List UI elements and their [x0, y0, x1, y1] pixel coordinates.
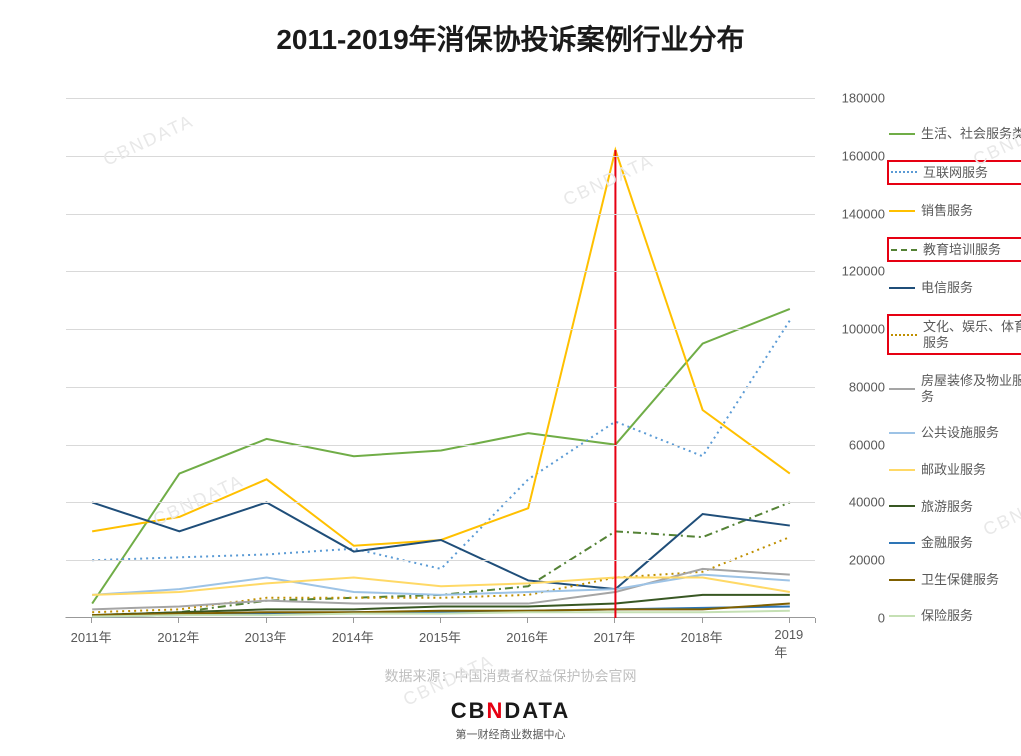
plot-area: [65, 98, 815, 618]
gridline: [66, 214, 815, 215]
legend-label: 保险服务: [921, 608, 973, 624]
x-tick-label: 2015年: [419, 627, 461, 646]
legend-item: 销售服务: [887, 200, 1021, 222]
series-line: [92, 537, 790, 612]
gridline: [66, 98, 815, 99]
legend-label: 电信服务: [921, 280, 973, 296]
legend-item: 电信服务: [887, 277, 1021, 299]
x-tick-label: 2018年: [681, 627, 723, 646]
legend-label: 金融服务: [921, 535, 973, 551]
legend-item: 公共设施服务: [887, 422, 1021, 444]
y-tick-label: 0: [878, 611, 885, 626]
gridline: [66, 560, 815, 561]
legend-item: 旅游服务: [887, 496, 1021, 518]
x-tick-label: 2012年: [157, 627, 199, 646]
legend-swatch: [891, 243, 917, 257]
legend: 生活、社会服务类互联网服务销售服务教育培训服务电信服务文化、娱乐、体育服务房屋装…: [887, 123, 1021, 642]
y-tick-label: 80000: [849, 379, 885, 394]
legend-item: 金融服务: [887, 532, 1021, 554]
legend-label: 教育培训服务: [923, 242, 1001, 258]
legend-label: 邮政业服务: [921, 462, 986, 478]
y-tick-label: 40000: [849, 495, 885, 510]
legend-label: 文化、娱乐、体育服务: [923, 319, 1021, 350]
gridline: [66, 156, 815, 157]
chart-title: 2011-2019年消保协投诉案例行业分布: [0, 18, 1021, 58]
series-line: [92, 502, 790, 589]
x-tick-label: 2013年: [245, 627, 287, 646]
legend-swatch: [889, 426, 915, 440]
y-tick-label: 180000: [842, 91, 885, 106]
legend-item: 保险服务: [887, 605, 1021, 627]
chart-lines: [66, 98, 816, 618]
x-tick-label: 2011年: [71, 627, 112, 646]
x-tick-label: 2017年: [593, 627, 635, 646]
legend-item: 卫生保健服务: [887, 569, 1021, 591]
y-tick-label: 140000: [842, 206, 885, 221]
x-tick-label: 2016年: [506, 627, 548, 646]
y-tick-label: 60000: [849, 437, 885, 452]
gridline: [66, 271, 815, 272]
gridline: [66, 329, 815, 330]
legend-label: 卫生保健服务: [921, 572, 999, 588]
legend-swatch: [889, 281, 915, 295]
legend-swatch: [891, 328, 917, 342]
legend-item: 教育培训服务: [887, 237, 1021, 263]
legend-label: 旅游服务: [921, 499, 973, 515]
legend-item: 生活、社会服务类: [887, 123, 1021, 145]
legend-label: 互联网服务: [923, 165, 988, 181]
gridline: [66, 445, 815, 446]
legend-swatch: [889, 499, 915, 513]
legend-swatch: [889, 204, 915, 218]
gridline: [66, 387, 815, 388]
legend-swatch: [889, 609, 915, 623]
chart-area: 0 20000 40000 60000 80000 100000 120000 140000 1…: [15, 68, 1005, 648]
gridline: [66, 502, 815, 503]
legend-item: 文化、娱乐、体育服务: [887, 314, 1021, 355]
legend-label: 生活、社会服务类: [921, 126, 1021, 142]
legend-label: 公共设施服务: [921, 425, 999, 441]
series-line: [92, 569, 790, 609]
x-axis: 2011年 2012年 2013年 2014年 2015年 2016年 2017年 2018年…: [65, 623, 815, 648]
logo-subtitle: 第一财经商业数据中心: [0, 726, 1021, 742]
series-line: [92, 150, 790, 546]
y-tick-label: 20000: [849, 553, 885, 568]
legend-item: 互联网服务: [887, 160, 1021, 186]
legend-swatch: [889, 382, 915, 396]
y-axis: 0200004000060000800001000001200001400001…: [825, 98, 885, 618]
logo: CBNDATA 第一财经商业数据中心: [0, 698, 1021, 742]
legend-item: 邮政业服务: [887, 459, 1021, 481]
legend-swatch: [889, 573, 915, 587]
x-tick-label: 2014年: [332, 627, 374, 646]
y-tick-label: 160000: [842, 148, 885, 163]
logo-text: CBNDATA: [0, 698, 1021, 724]
legend-item: 房屋装修及物业服务: [887, 370, 1021, 407]
legend-swatch: [889, 127, 915, 141]
legend-label: 房屋装修及物业服务: [921, 373, 1021, 404]
y-tick-label: 120000: [842, 264, 885, 279]
legend-swatch: [891, 165, 917, 179]
legend-swatch: [889, 536, 915, 550]
legend-swatch: [889, 463, 915, 477]
data-source: 数据来源：中国消费者权益保护协会官网: [0, 666, 1021, 686]
legend-label: 销售服务: [921, 203, 973, 219]
x-tick-label: 2019年: [774, 627, 803, 661]
y-tick-label: 100000: [842, 322, 885, 337]
